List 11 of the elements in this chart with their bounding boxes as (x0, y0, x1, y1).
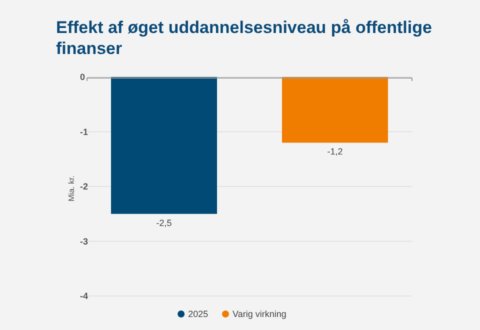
legend-label: Varig virkning (232, 309, 286, 319)
y-tick-label: -2 (80, 182, 88, 192)
chart-title: Effekt af øget uddannelsesniveau på offentlige finanser (56, 18, 432, 58)
y-axis-title: Mia. kr. (67, 176, 76, 202)
y-tick-label: -1 (80, 126, 88, 137)
data-label: -1,2 (327, 146, 343, 157)
y-tick-label: -4 (80, 291, 88, 301)
legend-label: 2025 (188, 309, 208, 319)
data-label: -2,5 (156, 218, 172, 228)
y-tick-label: -3 (80, 236, 88, 246)
y-tick-label: 0 (80, 72, 86, 82)
